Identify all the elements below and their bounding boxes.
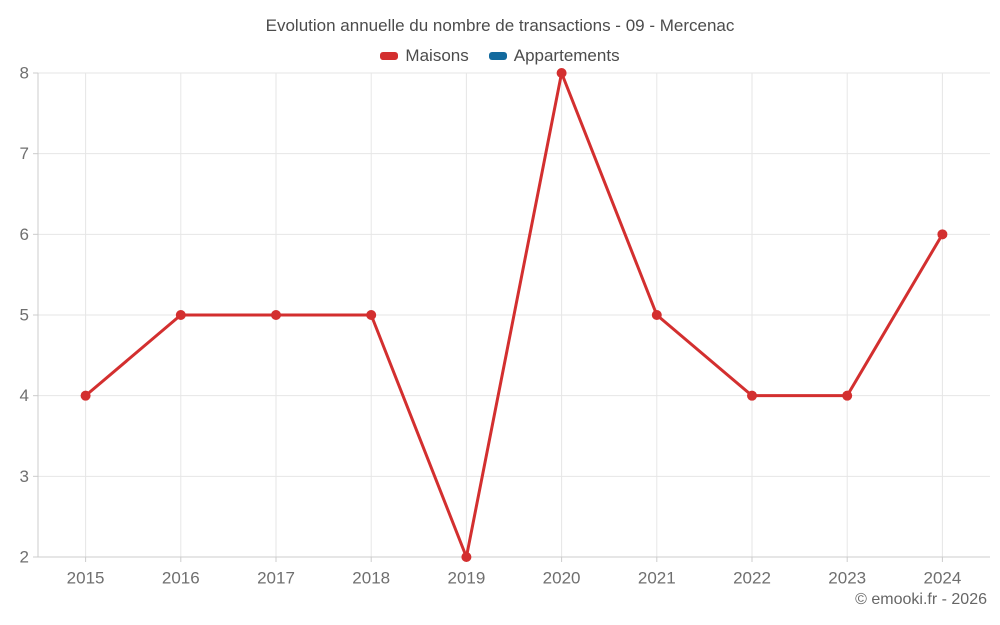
- maisons-swatch-icon: [380, 52, 399, 60]
- svg-text:2021: 2021: [638, 569, 676, 588]
- legend-item-appartements[interactable]: Appartements: [488, 46, 620, 66]
- svg-text:2018: 2018: [352, 569, 390, 588]
- svg-text:2016: 2016: [162, 569, 200, 588]
- svg-text:2020: 2020: [543, 569, 581, 588]
- svg-text:6: 6: [20, 225, 29, 244]
- svg-text:2: 2: [20, 548, 29, 567]
- svg-text:5: 5: [20, 306, 29, 325]
- svg-text:7: 7: [20, 144, 29, 163]
- copyright-text: © emooki.fr - 2026: [855, 591, 987, 608]
- svg-text:2022: 2022: [733, 569, 771, 588]
- legend-label-appartements: Appartements: [513, 46, 620, 65]
- chart-title: Evolution annuelle du nombre de transact…: [265, 16, 735, 35]
- svg-text:4: 4: [20, 386, 29, 405]
- chart-legend: Maisons Appartements: [0, 46, 1000, 66]
- svg-text:2023: 2023: [828, 569, 866, 588]
- svg-text:2024: 2024: [923, 569, 961, 588]
- svg-text:8: 8: [20, 64, 29, 83]
- svg-text:2017: 2017: [257, 569, 295, 588]
- appartements-swatch-icon: [488, 52, 507, 60]
- legend-item-maisons[interactable]: Maisons: [380, 46, 469, 66]
- svg-text:2015: 2015: [67, 569, 105, 588]
- svg-text:2019: 2019: [447, 569, 485, 588]
- legend-label-maisons: Maisons: [405, 46, 469, 65]
- svg-text:3: 3: [20, 467, 29, 486]
